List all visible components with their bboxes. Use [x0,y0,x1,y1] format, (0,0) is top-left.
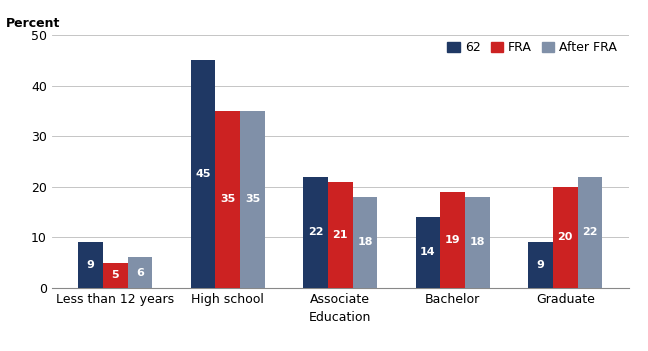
Legend: 62, FRA, After FRA: 62, FRA, After FRA [443,36,622,59]
Text: 19: 19 [445,235,461,245]
Bar [328,182,353,288]
Bar [415,217,441,288]
Bar [577,177,603,288]
Text: 21: 21 [332,230,348,240]
Bar [441,192,465,288]
Bar [303,177,328,288]
X-axis label: Education: Education [309,311,371,324]
Text: 22: 22 [308,227,323,237]
Text: 35: 35 [245,194,260,204]
Bar [528,242,553,288]
Text: 9: 9 [537,260,544,270]
Text: 18: 18 [357,237,373,247]
Bar [215,111,240,288]
Text: 45: 45 [195,169,211,179]
Bar [103,263,128,288]
Bar [128,258,152,288]
Text: 35: 35 [220,194,235,204]
Text: 9: 9 [86,260,95,270]
Bar [191,60,215,288]
Text: 18: 18 [470,237,485,247]
Text: 5: 5 [111,270,119,280]
Bar [553,187,577,288]
Bar [240,111,265,288]
Bar [465,197,490,288]
Text: Percent: Percent [6,17,60,30]
Bar [78,242,103,288]
Bar [353,197,377,288]
Text: 20: 20 [557,232,573,242]
Text: 6: 6 [136,268,144,278]
Text: 14: 14 [420,247,435,257]
Text: 22: 22 [582,227,597,237]
